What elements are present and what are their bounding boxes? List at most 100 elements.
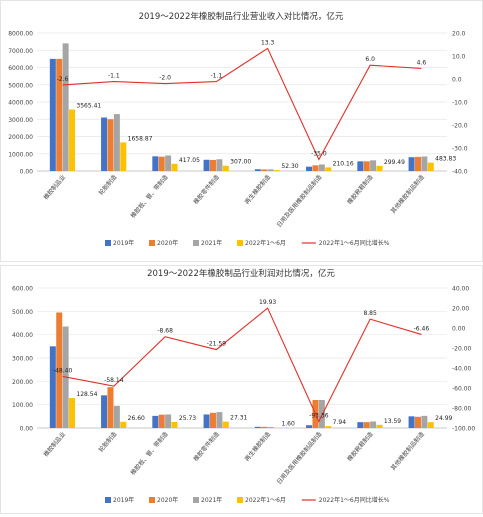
chart2-legend-swatch	[193, 497, 199, 503]
chart2-growth-label: -93.36	[309, 412, 329, 419]
chart2-growth-label: -6.46	[414, 325, 430, 332]
chart1-y-left-tick: 5000.00	[8, 82, 33, 89]
chart1-bar	[409, 157, 415, 171]
chart1-bar	[216, 159, 222, 171]
chart1-y-right-tick: 0.0	[452, 77, 462, 84]
chart2-bar	[223, 422, 229, 428]
chart2-bar-label: 7.94	[333, 419, 347, 426]
chart1-legend-label: 2021年	[201, 239, 222, 247]
chart1-bar	[172, 164, 178, 171]
chart2-bar	[306, 425, 312, 428]
chart2-y-right-tick: 20.00	[452, 306, 469, 313]
chart2-category-label: 橡胶板、管、带制造	[129, 430, 170, 477]
chart1-y-right-tick: -40.0	[452, 169, 468, 176]
chart1-category-label: 其他橡胶制品制造	[389, 173, 426, 215]
chart1-bar-label: 307.00	[230, 159, 251, 166]
chart1-growth-label: -1.1	[108, 73, 120, 80]
chart2-bar	[204, 414, 210, 428]
chart1-bar	[223, 166, 229, 171]
chart1-legend-label: 2020年	[157, 239, 178, 247]
chart2-bar	[216, 412, 222, 428]
chart1-y-right-tick: 10.0	[452, 54, 466, 61]
chart2-category-label: 轮胎制造	[97, 430, 119, 454]
chart2-y-left-tick: 0.00	[20, 426, 34, 433]
chart2-y-right-tick: -20.00	[452, 346, 472, 353]
chart1-y-left-tick: 0.00	[20, 169, 34, 176]
chart2-bar	[255, 427, 261, 428]
chart2-y-left-tick: 500.00	[12, 309, 33, 316]
chart2-y-left-tick: 400.00	[12, 332, 33, 339]
chart1-y-right-tick: -20.0	[452, 123, 468, 130]
chart1-y-right-tick: -10.0	[452, 100, 468, 107]
chart1-growth-label: -1.1	[211, 73, 223, 80]
chart1-growth-label: 13.3	[261, 39, 275, 46]
chart2-y-left-tick: 600.00	[12, 286, 33, 293]
chart1-bar	[165, 155, 171, 171]
chart1-bar	[69, 109, 75, 171]
chart2-legend-label: 2022年1～6月	[245, 496, 286, 504]
chart2-bar-label: 128.54	[76, 391, 97, 398]
chart2-bar-label: 1.60	[281, 421, 295, 428]
chart1-legend-swatch	[149, 240, 155, 246]
chart2-bar	[159, 415, 165, 428]
chart1-title: 2019～2022年橡胶制品行业营业收入对比情况，亿元	[139, 11, 344, 22]
chart2-bar	[421, 416, 427, 428]
chart1-y-right-tick: -30.0	[452, 146, 468, 153]
chart1-bar	[421, 157, 427, 171]
chart2-growth-label: -8.68	[157, 328, 173, 335]
chart1-bar	[210, 160, 216, 171]
chart1-y-left-tick: 6000.00	[8, 65, 33, 72]
chart1-category-label: 日用及医用橡胶制品制造	[275, 173, 324, 229]
chart2-legend-label: 2020年	[157, 496, 178, 504]
chart1-category-label: 再生橡胶制造	[243, 173, 272, 206]
chart2-bar	[101, 395, 107, 428]
chart1-legend-label: 2022年1～6月同比增长%	[319, 239, 390, 247]
chart2-bar-label: 26.60	[128, 415, 145, 422]
chart1-bar	[268, 169, 274, 171]
chart1-legend-label: 2022年1～6月	[245, 239, 286, 247]
chart2-bar	[152, 416, 158, 428]
chart1-bar	[101, 118, 107, 171]
chart2-bar-label: 13.59	[384, 418, 401, 425]
chart1-bar	[415, 157, 421, 171]
chart2-bar	[120, 422, 126, 428]
chart1-y-left-tick: 4000.00	[8, 100, 33, 107]
chart2-legend-swatch	[105, 497, 111, 503]
chart2-bar	[325, 426, 331, 428]
chart2-legend-label: 2021年	[201, 496, 222, 504]
chart2-bar	[210, 413, 216, 428]
chart2-y-right-tick: -40.00	[452, 366, 472, 373]
revenue-chart: 2019～2022年橡胶制品行业营业收入对比情况，亿元0.001000.0020…	[1, 1, 482, 261]
chart2-growth-label: -48.40	[53, 367, 73, 374]
chart1-bar-label: 210.16	[333, 160, 354, 167]
chart2-title: 2019～2022年橡胶制品行业利润对比情况，亿元	[147, 268, 335, 279]
chart2-bar	[415, 417, 421, 428]
chart2-category-label: 日用及医用橡胶制品制造	[275, 430, 324, 486]
chart1-category-label: 轮胎制造	[97, 173, 119, 197]
chart2-y-right-tick: -60.00	[452, 386, 472, 393]
chart1-growth-label: -2.6	[57, 76, 69, 83]
chart2-bar	[364, 422, 370, 428]
chart1-bar	[377, 166, 383, 171]
chart1-bar	[159, 157, 165, 171]
chart1-y-left-tick: 8000.00	[8, 31, 33, 38]
chart1-bar	[63, 43, 69, 171]
chart1-legend-label: 2019年	[113, 239, 134, 247]
chart1-bar	[319, 164, 325, 171]
chart2-bar	[50, 346, 56, 428]
chart2-bar	[409, 416, 415, 428]
chart1-category-label: 橡胶靴鞋制造	[345, 173, 374, 206]
chart2-y-right-tick: -100.00	[452, 426, 475, 433]
chart1-category-label: 橡胶制品业	[42, 173, 67, 201]
chart1-y-left-tick: 3000.00	[8, 117, 33, 124]
chart2-bar-label: 27.31	[230, 415, 247, 422]
chart2-category-label: 再生橡胶制造	[243, 430, 272, 463]
chart1-bar	[152, 156, 158, 171]
chart1-growth-label: 6.0	[365, 56, 375, 63]
chart1-bar-label: 1658.87	[128, 135, 153, 142]
chart2-bar	[172, 422, 178, 428]
chart2-legend-swatch	[237, 497, 243, 503]
chart1-bar	[107, 119, 113, 171]
